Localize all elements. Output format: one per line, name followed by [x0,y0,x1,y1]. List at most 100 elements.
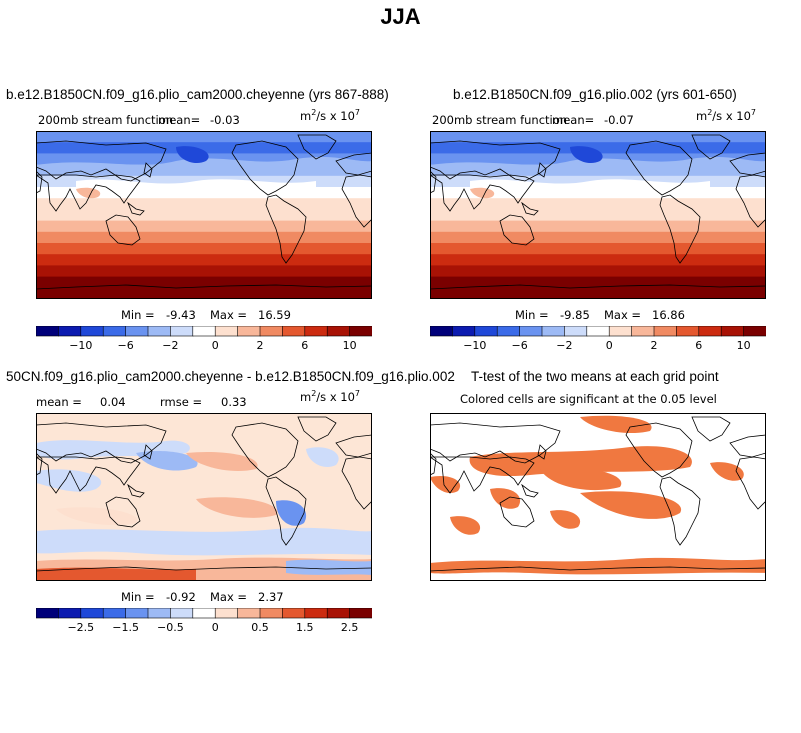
panel1-feature-3 [176,146,209,164]
panel2-colorbar-swatch-11 [676,326,700,337]
panel1-colorbar-tick-3: 0 [212,339,219,352]
panel3-feature-11 [306,447,339,468]
panel2-colorbar: −10 −6 −2 0 2 6 10 [430,326,766,352]
panel3-max: 2.37 [258,590,284,604]
panel2-max-label: Max = [604,308,642,322]
panel1-colorbar-swatch-6 [170,326,194,337]
panel3-feature-6 [186,451,258,472]
panel1-colorbar-swatch-13 [326,326,351,337]
panel2-colorbar-swatch-6 [564,326,588,337]
panel2-max: 16.86 [652,308,685,322]
panel4-significant-area-4 [490,488,521,509]
panel4-subtitle: Colored cells are significant at the 0.0… [460,392,717,406]
panel4-significant-area-3 [580,491,682,519]
panel1-colorbar-swatch-2 [80,326,104,337]
panel1-band-0 [36,131,372,143]
panel2-band-9 [430,231,766,244]
panel4-antarctica [430,566,766,572]
panel2-subtitle: 200mb stream function [432,113,568,127]
panel1-colorbar-swatch-11 [282,326,306,337]
panel2-mean-label: mean= [552,113,595,127]
panel1-colorbar-swatch-0 [36,326,60,337]
panel4-continent-1 [430,456,535,494]
panel4-frame [430,413,766,581]
panel3-feature-4 [56,507,138,526]
panel4-continent-4 [537,444,547,460]
panel2-colorbar-swatch-3 [496,326,521,337]
panel4-significant-area-0 [580,415,652,434]
panel2-colorbar-tick-4: 2 [651,339,658,352]
panel2-continent-1 [430,174,535,212]
panel2-continent-7 [691,134,731,160]
panel1-colorbar-tick-4: 2 [257,339,264,352]
panel2-continent-3 [521,201,539,216]
panel3-continent-0 [36,422,167,464]
panel1-min: -9.43 [166,308,196,322]
panel3-colorbar-swatch-2 [80,608,104,619]
panel3-rmse-label: rmse = [160,395,203,409]
panel3-frame [36,413,372,581]
panel3-colorbar-swatch-13 [326,608,351,619]
panel1-colorbar-swatch-1 [58,326,82,337]
panel3-mean: 0.04 [100,395,126,409]
panel3-continent-7 [297,416,337,442]
panel1-title: b.e12.B1850CN.f09_g16.plio_cam2000.cheye… [6,87,389,102]
panel3-colorbar-swatch-9 [237,608,261,619]
panel3-colorbar-tick-2: −0.5 [157,621,184,634]
panel1-band-10 [36,243,372,255]
panel1-colorbar-swatch-14 [349,326,372,337]
panel1-units: m2/s x 107 [300,108,361,123]
panel3-colorbar-tick-5: 1.5 [296,621,314,634]
panel1-band-13 [36,276,372,289]
panel3-colorbar-swatch-4 [125,608,149,619]
panel4-continent-8 [729,434,766,458]
panel1-map [36,131,372,299]
panel1-continent-7 [297,134,337,160]
panel3-continent-5 [231,422,299,478]
panel1-colorbar-swatch-7 [192,326,216,337]
panel3-colorbar-swatch-11 [282,608,306,619]
panel2-colorbar-tick-5: 6 [695,339,702,352]
panel1-colorbar-swatch-10 [259,326,284,337]
panel3-min: -0.92 [166,590,196,604]
panel3-continent-3 [127,483,145,498]
panel2-feature-2 [470,179,710,195]
panel3-feature-3 [196,497,278,518]
panel1-continent-1 [36,174,141,212]
panel2-frame [430,131,766,299]
panel4-continent-6 [659,476,701,546]
panel3-colorbar-tick-3: 0 [212,621,219,634]
panel1-colorbar-tick-1: −6 [117,339,133,352]
panel4-significant-area-8 [550,510,581,529]
panel4-significant-area-5 [450,516,481,535]
panel1-continent-3 [127,201,145,216]
panel1-continent-0 [36,140,167,182]
panel1-band-9 [36,231,372,244]
panel4-significant-area-6 [430,557,766,575]
panel2-band-0 [430,131,766,143]
panel2-band-14 [430,287,766,299]
panel3-colorbar-swatch-12 [304,608,328,619]
panel2-title: b.e12.B1850CN.f09_g16.plio.002 (yrs 601-… [453,87,737,102]
panel3-colorbar-tick-0: −2.5 [67,621,94,634]
panel3-colorbar-swatch-0 [36,608,60,619]
panel2-colorbar-tick-2: −2 [556,339,572,352]
panel2-colorbar-swatch-7 [586,326,610,337]
panel1-band-8 [36,220,372,233]
panel3-antarctica [36,566,372,572]
panel3-colorbar: −2.5 −1.5 −0.5 0 0.5 1.5 2.5 [36,608,372,634]
panel1-feature-1 [36,157,372,176]
panel3-feature-10 [286,559,372,575]
panel4-significant-area-2 [540,467,622,491]
panel1-colorbar-tick-6: 10 [343,339,357,352]
panel2-continent-6 [659,194,701,264]
panel3-max-label: Max = [210,590,248,604]
panel2-continent-4 [537,162,547,178]
panel1-colorbar-swatch-9 [237,326,261,337]
panel3-feature-9 [36,567,196,581]
panel2-colorbar-swatch-2 [474,326,498,337]
panel4-title: T-test of the two means at each grid poi… [471,369,719,384]
panel3-colorbar-swatch-1 [58,608,82,619]
panel4-continent-9 [735,456,766,510]
panel1-subtitle: 200mb stream function [38,113,174,127]
